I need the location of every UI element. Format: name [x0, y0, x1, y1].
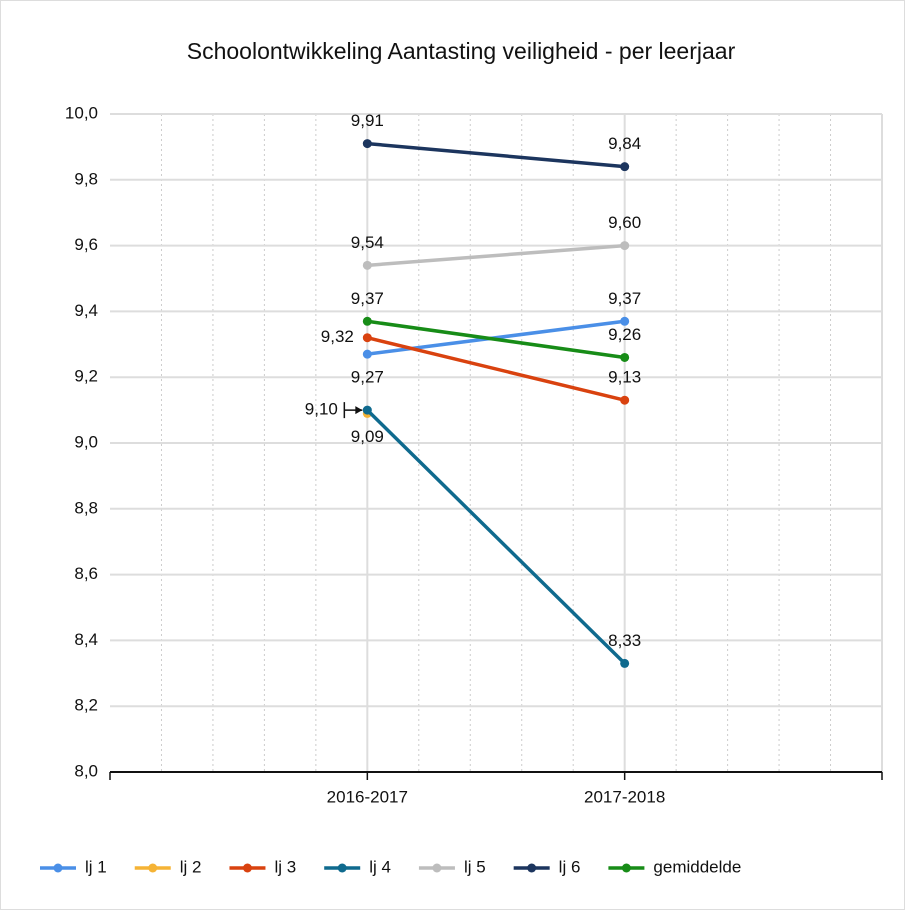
legend-marker [337, 863, 347, 873]
data-label: 9,37 [608, 289, 641, 308]
legend-marker [527, 863, 537, 873]
data-point [362, 139, 372, 149]
data-label: 9,54 [351, 233, 384, 252]
data-point [620, 162, 630, 172]
legend-marker [621, 863, 631, 873]
x-tick-label: 2017-2018 [584, 787, 665, 806]
legend-label: lj 2 [180, 857, 202, 876]
series-line [366, 408, 626, 665]
legend-label: gemiddelde [653, 857, 741, 876]
legend-label: lj 6 [559, 857, 581, 876]
y-tick-label: 9,0 [74, 432, 98, 451]
data-point [620, 316, 630, 326]
series-line [367, 319, 625, 360]
legend-label: lj 4 [369, 857, 391, 876]
legend-marker [432, 863, 442, 873]
y-tick-label: 8,8 [74, 498, 98, 517]
data-point [362, 260, 372, 270]
y-tick-label: 9,4 [74, 301, 98, 320]
legend-marker [148, 863, 158, 873]
data-label: 9,26 [608, 325, 641, 344]
chart-title: Schoolontwikkeling Aantasting veiligheid… [187, 38, 736, 64]
data-label: 9,60 [608, 213, 641, 232]
y-tick-label: 10,0 [65, 103, 98, 122]
y-tick-label: 9,8 [74, 169, 98, 188]
y-tick-label: 8,6 [74, 564, 98, 583]
data-point [620, 352, 630, 362]
data-label: 9,37 [351, 289, 384, 308]
data-label: 9,91 [351, 111, 384, 130]
data-point [620, 241, 630, 251]
series-line [366, 336, 626, 402]
y-tick-label: 8,2 [74, 696, 98, 715]
y-tick-label: 9,2 [74, 367, 98, 386]
x-tick-label: 2016-2017 [327, 787, 408, 806]
data-label: 9,84 [608, 134, 641, 153]
data-point [620, 658, 630, 668]
series-line [367, 243, 625, 268]
legend-marker [53, 863, 63, 873]
data-label: 9,09 [351, 427, 384, 446]
label-arrow-head [355, 406, 363, 415]
y-tick-label: 9,6 [74, 235, 98, 254]
data-label: 9,32 [321, 327, 354, 346]
data-point [362, 405, 372, 415]
data-label: 9,10 [305, 400, 338, 419]
legend-marker [242, 863, 252, 873]
data-point [620, 395, 630, 405]
y-tick-label: 8,4 [74, 630, 98, 649]
data-point [362, 333, 372, 343]
legend-label: lj 1 [85, 857, 107, 876]
data-point [362, 316, 372, 326]
data-label: 8,33 [608, 631, 641, 650]
data-point [362, 349, 372, 359]
data-label: 9,13 [608, 368, 641, 387]
y-tick-label: 8,0 [74, 761, 98, 780]
data-label: 9,27 [351, 368, 384, 387]
series-line [367, 141, 625, 169]
legend-label: lj 3 [274, 857, 296, 876]
legend-label: lj 5 [464, 857, 486, 876]
